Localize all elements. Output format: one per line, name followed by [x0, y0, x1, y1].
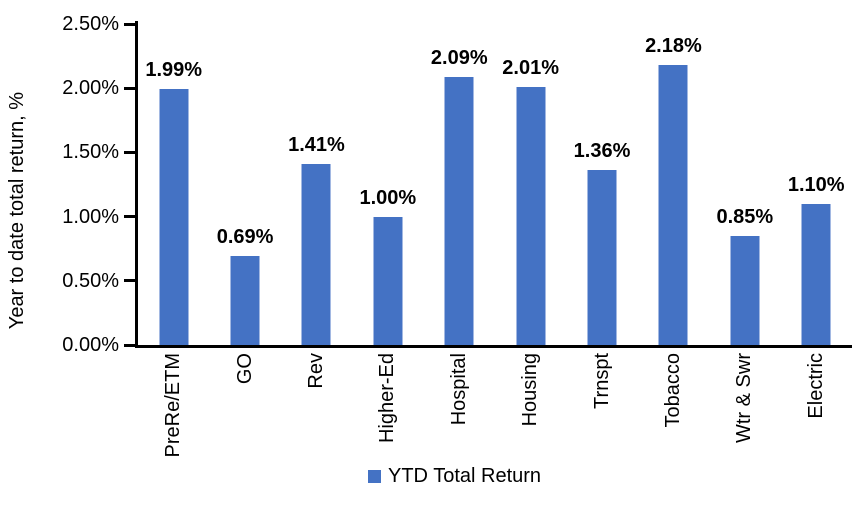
- y-axis-tick-label: 0.50%: [62, 269, 119, 292]
- x-axis-category-label: Wtr & Swr: [733, 353, 756, 443]
- y-axis-tick: [124, 86, 136, 90]
- y-axis-tick: [124, 150, 136, 154]
- y-axis-tick: [124, 343, 136, 347]
- x-axis-category-label: PreRe/ETM: [162, 353, 185, 458]
- x-axis-category-labels: PreRe/ETM GO Rev Higher-Ed Hospital Housing Tr…: [138, 353, 852, 467]
- bar-slot: 1.99%: [138, 24, 209, 345]
- x-axis-category-label: Housing: [519, 353, 542, 427]
- bar-slot: 1.00%: [352, 24, 423, 345]
- bar-value-label: 1.00%: [359, 186, 417, 209]
- bar-value-label: 2.01%: [502, 56, 559, 79]
- x-axis-category-label: Trnspt: [590, 353, 613, 409]
- bar-slot: 2.09%: [424, 24, 495, 345]
- bar: [230, 256, 260, 345]
- x-axis-category-cell: Higher-Ed: [352, 353, 423, 467]
- x-axis-category-label: Hospital: [447, 353, 470, 426]
- bar-slot: 2.01%: [495, 24, 566, 345]
- bar: [159, 89, 189, 345]
- bar-slot: 0.69%: [209, 24, 280, 345]
- bar-slot: 1.41%: [281, 24, 352, 345]
- bar: [658, 65, 688, 345]
- bar: [516, 86, 546, 345]
- bar: [730, 235, 760, 345]
- bar: [301, 163, 331, 345]
- y-axis-tick-label: 0.00%: [62, 334, 119, 356]
- bar-value-label: 2.09%: [430, 46, 488, 69]
- y-axis-tick-label: 2.50%: [62, 13, 119, 35]
- bar: [444, 76, 474, 345]
- bar-value-label: 1.36%: [573, 140, 631, 163]
- legend-label: YTD Total Return: [388, 465, 542, 487]
- bar-value-label: 2.18%: [645, 35, 702, 58]
- x-axis-category-label: Higher-Ed: [376, 353, 399, 444]
- bar-slot: 1.10%: [781, 24, 852, 345]
- y-axis-tick: [124, 22, 136, 26]
- bar: [373, 216, 403, 345]
- y-axis-tick: [124, 279, 136, 283]
- x-axis-category-cell: Wtr & Swr: [709, 353, 780, 467]
- bar-value-label: 0.85%: [716, 205, 774, 228]
- x-axis-category-cell: Trnspt: [566, 353, 637, 467]
- bar-value-label: 1.41%: [288, 133, 345, 156]
- x-axis-category-cell: Hospital: [424, 353, 495, 467]
- x-axis-category-cell: Tobacco: [638, 353, 709, 467]
- bar-value-label: 1.10%: [787, 173, 845, 196]
- y-axis-tick-label: 1.00%: [62, 205, 119, 228]
- x-axis-category-label: GO: [233, 353, 256, 385]
- legend: YTD Total Return: [368, 465, 541, 488]
- y-axis-tick-label: 2.00%: [62, 77, 119, 100]
- bar: [587, 170, 617, 345]
- bar-value-label: 1.99%: [145, 59, 203, 82]
- bar-slot: 1.36%: [566, 24, 637, 345]
- bar-slot: 0.85%: [709, 24, 780, 345]
- plot-area: 1.99% 0.69% 1.41% 1.00% 2.09% 2.01% 1.36% 2.18%…: [138, 24, 852, 345]
- y-axis-tick-label: 1.50%: [62, 141, 119, 164]
- x-axis-category-label: Rev: [304, 353, 327, 389]
- y-axis-line: [135, 21, 138, 348]
- x-axis-category-cell: GO: [209, 353, 280, 467]
- x-axis-category-cell: PreRe/ETM: [138, 353, 209, 467]
- bar-value-label: 0.69%: [216, 226, 274, 249]
- bar-slot: 2.18%: [638, 24, 709, 345]
- x-axis-category-cell: Housing: [495, 353, 566, 467]
- x-axis-category-label: Electric: [804, 353, 827, 419]
- x-axis-line: [135, 345, 852, 348]
- bar: [801, 203, 831, 345]
- legend-swatch: [368, 470, 381, 483]
- x-axis-category-cell: Rev: [281, 353, 352, 467]
- x-axis-category-label: Tobacco: [661, 353, 684, 428]
- x-axis-category-cell: Electric: [781, 353, 852, 467]
- y-axis-tick: [124, 215, 136, 219]
